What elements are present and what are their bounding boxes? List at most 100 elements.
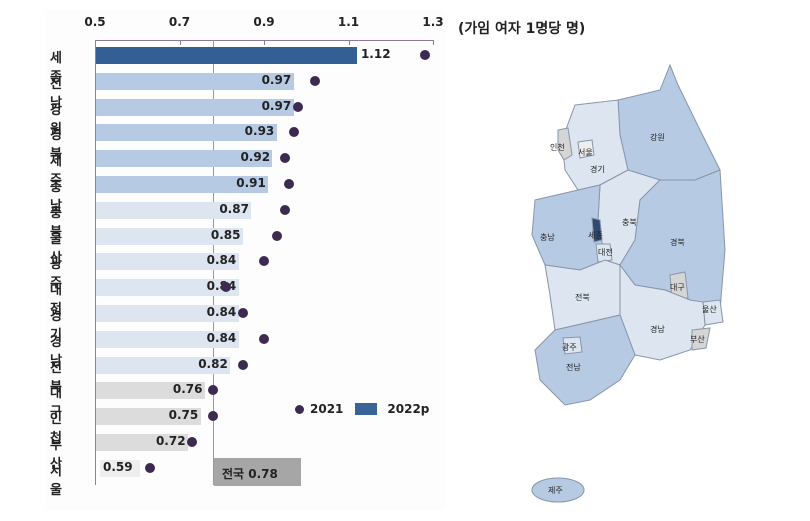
bar-value-label: 0.97 [261, 98, 292, 113]
bar-value-label: 0.92 [240, 150, 271, 165]
bar-2022p [96, 47, 357, 64]
map-region-label: 충북 [622, 218, 637, 227]
region-label: 서 울 [50, 463, 66, 498]
region-label: 제 주 [50, 154, 66, 189]
bar-value-label: 0.84 [206, 305, 237, 319]
bar-value-label: 0.87 [219, 201, 249, 216]
dot-2021 [309, 75, 320, 86]
dot-2021 [292, 101, 303, 112]
region-label: 충 남 [50, 180, 66, 214]
bar-value-label: 0.72 [155, 434, 186, 448]
x-axis-line [95, 40, 433, 41]
map-region-seoul [577, 139, 595, 159]
region-label: 인 천 [50, 412, 66, 447]
x-tick-label: 0.9 [253, 15, 275, 29]
bar-value-label: 0.76 [172, 382, 203, 397]
map-region-label: 전북 [575, 292, 590, 302]
x-tick-label: 0.7 [168, 15, 191, 29]
region-label: 경 남 [50, 334, 66, 369]
dot-2021 [280, 153, 291, 164]
dot-2021 [288, 127, 299, 138]
map-region-label: 인천 [550, 142, 565, 152]
map-region-label: 울산 [702, 304, 717, 314]
map-region-jeonnam [534, 314, 636, 406]
bar-2022p [96, 150, 273, 168]
bar-value-label: 0.84 [206, 330, 237, 345]
bar-2022p [96, 124, 277, 142]
map-region-label: 대전 [598, 247, 613, 257]
region-label: 대 구 [50, 386, 66, 421]
bar-value-label: 0.93 [244, 124, 275, 139]
legend: 2021 2022p [295, 402, 429, 416]
bar-value-label: 0.97 [261, 72, 292, 87]
map-region-gangwon [617, 63, 721, 181]
bar-2022p [96, 279, 239, 297]
bar-2022p [96, 98, 294, 116]
bar-2022p [96, 382, 205, 400]
national-average-box [214, 458, 301, 486]
dot-2021 [284, 179, 295, 189]
bar-2022p [96, 305, 239, 322]
map-region-daejeon [595, 243, 613, 263]
bar-2022p [96, 72, 294, 90]
bar-value-label: 1.12 [360, 47, 391, 61]
map-region-gwangju [562, 336, 583, 355]
map-region-label: 강원 [650, 132, 665, 142]
dot-2021 [271, 230, 282, 241]
dot-2021 [237, 359, 248, 370]
legend-dot-icon [295, 404, 304, 414]
x-tick-label: 1.3 [422, 15, 444, 29]
bar-2022p [96, 201, 252, 219]
bar-value-label: 0.84 [206, 253, 237, 268]
region-label: 대 전 [50, 283, 66, 318]
bar-2022p [96, 356, 231, 374]
national-average-label: 전국 0.78 [222, 467, 278, 481]
x-tick-label: 1.1 [337, 15, 360, 29]
map-region-incheon [557, 127, 573, 161]
dot-2021 [237, 308, 248, 318]
map-region-label: 서울 [578, 148, 593, 157]
bar-2022p [96, 330, 239, 348]
bar-2022p [96, 253, 239, 271]
region-label: 강 원 [50, 102, 66, 137]
map-region-label: 전남 [566, 362, 581, 372]
bar-2022p [96, 176, 269, 193]
map-region-jeju [531, 477, 585, 503]
dot-2021 [220, 282, 231, 293]
bar-value-label: 0.82 [198, 356, 228, 371]
map-region-label: 제주 [548, 486, 563, 495]
map-region-label: 경북 [670, 237, 685, 247]
bar-value-label: 0.91 [236, 176, 266, 190]
bar-2022p [96, 408, 201, 426]
x-tick-label: 0.5 [84, 15, 106, 29]
bar-value-label: 0.85 [210, 227, 241, 242]
map-region-busan [691, 327, 711, 351]
bar-value-label: 0.59 [103, 459, 133, 474]
region-label: 부 산 [50, 438, 66, 472]
map-region-label: 광주 [562, 342, 577, 352]
dot-2021 [208, 411, 219, 422]
x-tick-mark [348, 40, 350, 45]
legend-2022p-label: 2022p [387, 402, 430, 416]
map-region-label: 세종 [588, 231, 603, 240]
region-label: 경 북 [50, 128, 66, 163]
unit-label: (가임 여자 1명당 명) [458, 21, 586, 37]
map-region-sejong [591, 217, 603, 243]
map-region-label: 부산 [690, 334, 705, 344]
map-region-label: 경기 [590, 164, 605, 174]
region-label: 전 북 [50, 360, 66, 395]
region-label: 울 산 [50, 231, 66, 266]
dot-2021 [208, 385, 219, 396]
legend-2021-label: 2021 [310, 402, 344, 416]
dot-2021 [144, 462, 155, 473]
dot-2021 [419, 50, 430, 60]
x-tick-mark [264, 40, 265, 45]
region-label: 전 남 [50, 76, 66, 111]
bar-2022p [96, 227, 243, 245]
x-tick-mark [179, 40, 181, 45]
bar-value-label: 0.75 [168, 408, 199, 423]
legend-bar-swatch [355, 403, 378, 415]
dot-2021 [259, 256, 269, 267]
y-axis-line [95, 40, 96, 485]
